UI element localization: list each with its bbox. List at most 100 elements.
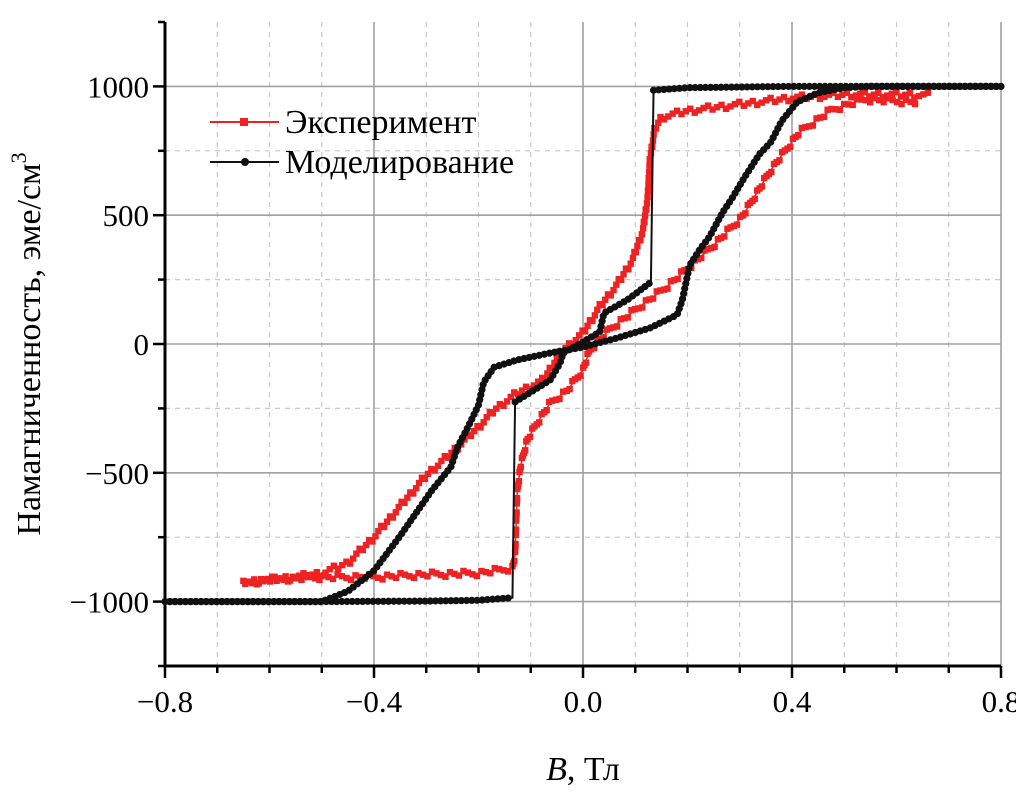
data-point xyxy=(749,97,756,105)
data-point xyxy=(600,334,607,341)
data-point xyxy=(415,479,423,487)
data-point xyxy=(486,408,494,416)
data-point xyxy=(504,594,512,602)
data-point xyxy=(787,143,794,151)
data-point xyxy=(678,110,685,118)
data-point xyxy=(452,597,460,605)
data-point xyxy=(753,83,762,91)
data-point xyxy=(500,402,507,410)
data-point xyxy=(431,467,438,474)
data-point xyxy=(416,597,424,605)
data-point xyxy=(493,405,500,412)
data-point xyxy=(379,597,387,605)
data-point xyxy=(504,568,512,575)
data-point xyxy=(610,286,617,294)
data-point xyxy=(795,131,802,139)
data-point xyxy=(401,571,409,578)
data-point xyxy=(370,573,377,580)
data-point xyxy=(243,598,252,606)
data-point xyxy=(301,598,309,606)
data-point xyxy=(374,597,382,605)
data-point xyxy=(487,570,494,577)
data-point xyxy=(748,83,756,91)
data-point xyxy=(664,285,671,292)
data-point xyxy=(866,93,873,100)
data-point xyxy=(268,573,276,580)
data-point xyxy=(825,91,833,98)
data-point xyxy=(853,95,861,103)
data-point xyxy=(500,567,507,574)
data-point xyxy=(419,571,427,578)
data-point xyxy=(181,598,189,606)
data-point xyxy=(338,597,346,606)
data-point xyxy=(515,477,523,485)
data-point xyxy=(514,391,522,398)
data-point xyxy=(448,449,455,457)
data-point xyxy=(691,83,699,92)
data-point xyxy=(740,102,748,109)
data-point xyxy=(811,82,819,90)
data-point xyxy=(397,569,404,577)
data-point xyxy=(223,598,231,606)
data-point xyxy=(802,123,809,131)
data-point xyxy=(334,565,342,572)
data-point xyxy=(579,327,586,334)
data-point xyxy=(433,570,440,577)
data-point xyxy=(264,598,272,606)
data-point xyxy=(358,597,367,605)
data-point xyxy=(655,86,663,94)
data-point xyxy=(871,94,878,102)
data-point xyxy=(848,94,855,101)
data-point xyxy=(846,83,854,91)
data-point xyxy=(762,97,770,104)
data-point xyxy=(712,83,720,91)
data-point xyxy=(758,183,766,190)
data-point xyxy=(264,575,271,583)
data-point xyxy=(269,598,278,606)
data-point xyxy=(971,82,979,90)
data-point xyxy=(415,569,422,577)
data-point xyxy=(318,572,325,580)
data-point xyxy=(551,359,558,367)
data-point xyxy=(369,538,376,545)
data-point xyxy=(898,82,906,90)
data-point xyxy=(362,541,370,549)
data-point xyxy=(467,432,475,440)
data-point xyxy=(798,124,806,132)
data-point xyxy=(903,82,912,90)
data-point xyxy=(431,597,439,605)
data-point xyxy=(670,85,678,93)
data-point xyxy=(428,568,436,575)
data-point xyxy=(441,452,448,460)
data-point xyxy=(604,291,612,298)
y-tick-label: −500 xyxy=(85,456,149,491)
data-point xyxy=(615,275,622,283)
data-point xyxy=(313,568,321,576)
data-point xyxy=(617,316,624,323)
data-point xyxy=(407,489,414,496)
data-point xyxy=(591,344,598,352)
data-point xyxy=(919,82,927,90)
data-point xyxy=(862,83,870,91)
data-point xyxy=(584,322,591,330)
data-point xyxy=(418,474,426,481)
data-point xyxy=(992,82,1000,90)
data-point xyxy=(171,598,179,606)
data-point xyxy=(291,574,298,582)
data-point xyxy=(647,149,655,157)
data-point xyxy=(496,566,503,573)
data-point xyxy=(665,113,672,120)
data-point xyxy=(478,567,485,575)
data-point xyxy=(651,124,658,132)
data-point xyxy=(544,370,551,377)
data-point xyxy=(821,93,828,101)
data-point xyxy=(273,577,280,584)
data-point xyxy=(889,96,896,104)
data-point xyxy=(711,243,718,251)
data-point xyxy=(246,578,253,585)
data-point xyxy=(717,83,725,91)
data-point xyxy=(606,325,614,332)
data-point xyxy=(212,598,220,606)
data-point xyxy=(339,561,346,569)
data-point xyxy=(395,503,402,511)
